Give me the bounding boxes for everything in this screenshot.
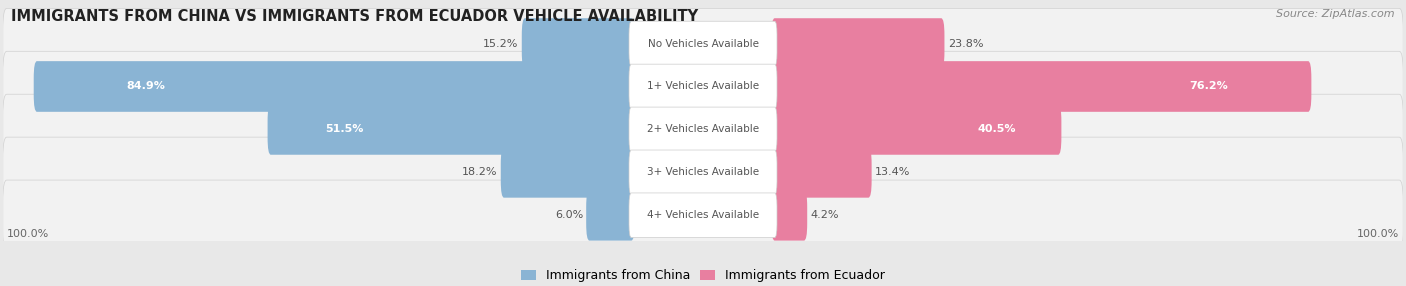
Text: 15.2%: 15.2%: [484, 39, 519, 49]
Text: 100.0%: 100.0%: [7, 229, 49, 239]
Text: 51.5%: 51.5%: [325, 124, 363, 134]
Text: 40.5%: 40.5%: [977, 124, 1015, 134]
FancyBboxPatch shape: [772, 61, 1312, 112]
Text: 23.8%: 23.8%: [948, 39, 983, 49]
FancyBboxPatch shape: [772, 147, 872, 198]
FancyBboxPatch shape: [501, 147, 634, 198]
FancyBboxPatch shape: [522, 18, 634, 69]
FancyBboxPatch shape: [772, 18, 945, 69]
Text: 6.0%: 6.0%: [555, 210, 583, 220]
FancyBboxPatch shape: [628, 64, 778, 109]
Text: 76.2%: 76.2%: [1189, 82, 1229, 92]
Text: 100.0%: 100.0%: [1357, 229, 1399, 239]
Text: 1+ Vehicles Available: 1+ Vehicles Available: [647, 82, 759, 92]
Text: 4.2%: 4.2%: [810, 210, 839, 220]
FancyBboxPatch shape: [628, 150, 778, 195]
FancyBboxPatch shape: [3, 51, 1403, 123]
FancyBboxPatch shape: [267, 104, 634, 155]
FancyBboxPatch shape: [3, 137, 1403, 209]
Text: 2+ Vehicles Available: 2+ Vehicles Available: [647, 124, 759, 134]
Text: No Vehicles Available: No Vehicles Available: [648, 39, 758, 49]
Text: 3+ Vehicles Available: 3+ Vehicles Available: [647, 167, 759, 177]
FancyBboxPatch shape: [3, 94, 1403, 166]
FancyBboxPatch shape: [772, 190, 807, 241]
Text: 13.4%: 13.4%: [875, 167, 910, 177]
FancyBboxPatch shape: [34, 61, 634, 112]
Text: Source: ZipAtlas.com: Source: ZipAtlas.com: [1277, 9, 1395, 19]
Text: 4+ Vehicles Available: 4+ Vehicles Available: [647, 210, 759, 220]
FancyBboxPatch shape: [3, 8, 1403, 80]
Text: IMMIGRANTS FROM CHINA VS IMMIGRANTS FROM ECUADOR VEHICLE AVAILABILITY: IMMIGRANTS FROM CHINA VS IMMIGRANTS FROM…: [11, 9, 699, 23]
FancyBboxPatch shape: [628, 193, 778, 238]
Text: 84.9%: 84.9%: [127, 82, 165, 92]
FancyBboxPatch shape: [628, 21, 778, 66]
FancyBboxPatch shape: [772, 104, 1062, 155]
FancyBboxPatch shape: [628, 107, 778, 152]
Text: 18.2%: 18.2%: [463, 167, 498, 177]
Legend: Immigrants from China, Immigrants from Ecuador: Immigrants from China, Immigrants from E…: [516, 264, 890, 286]
FancyBboxPatch shape: [3, 180, 1403, 252]
FancyBboxPatch shape: [586, 190, 634, 241]
